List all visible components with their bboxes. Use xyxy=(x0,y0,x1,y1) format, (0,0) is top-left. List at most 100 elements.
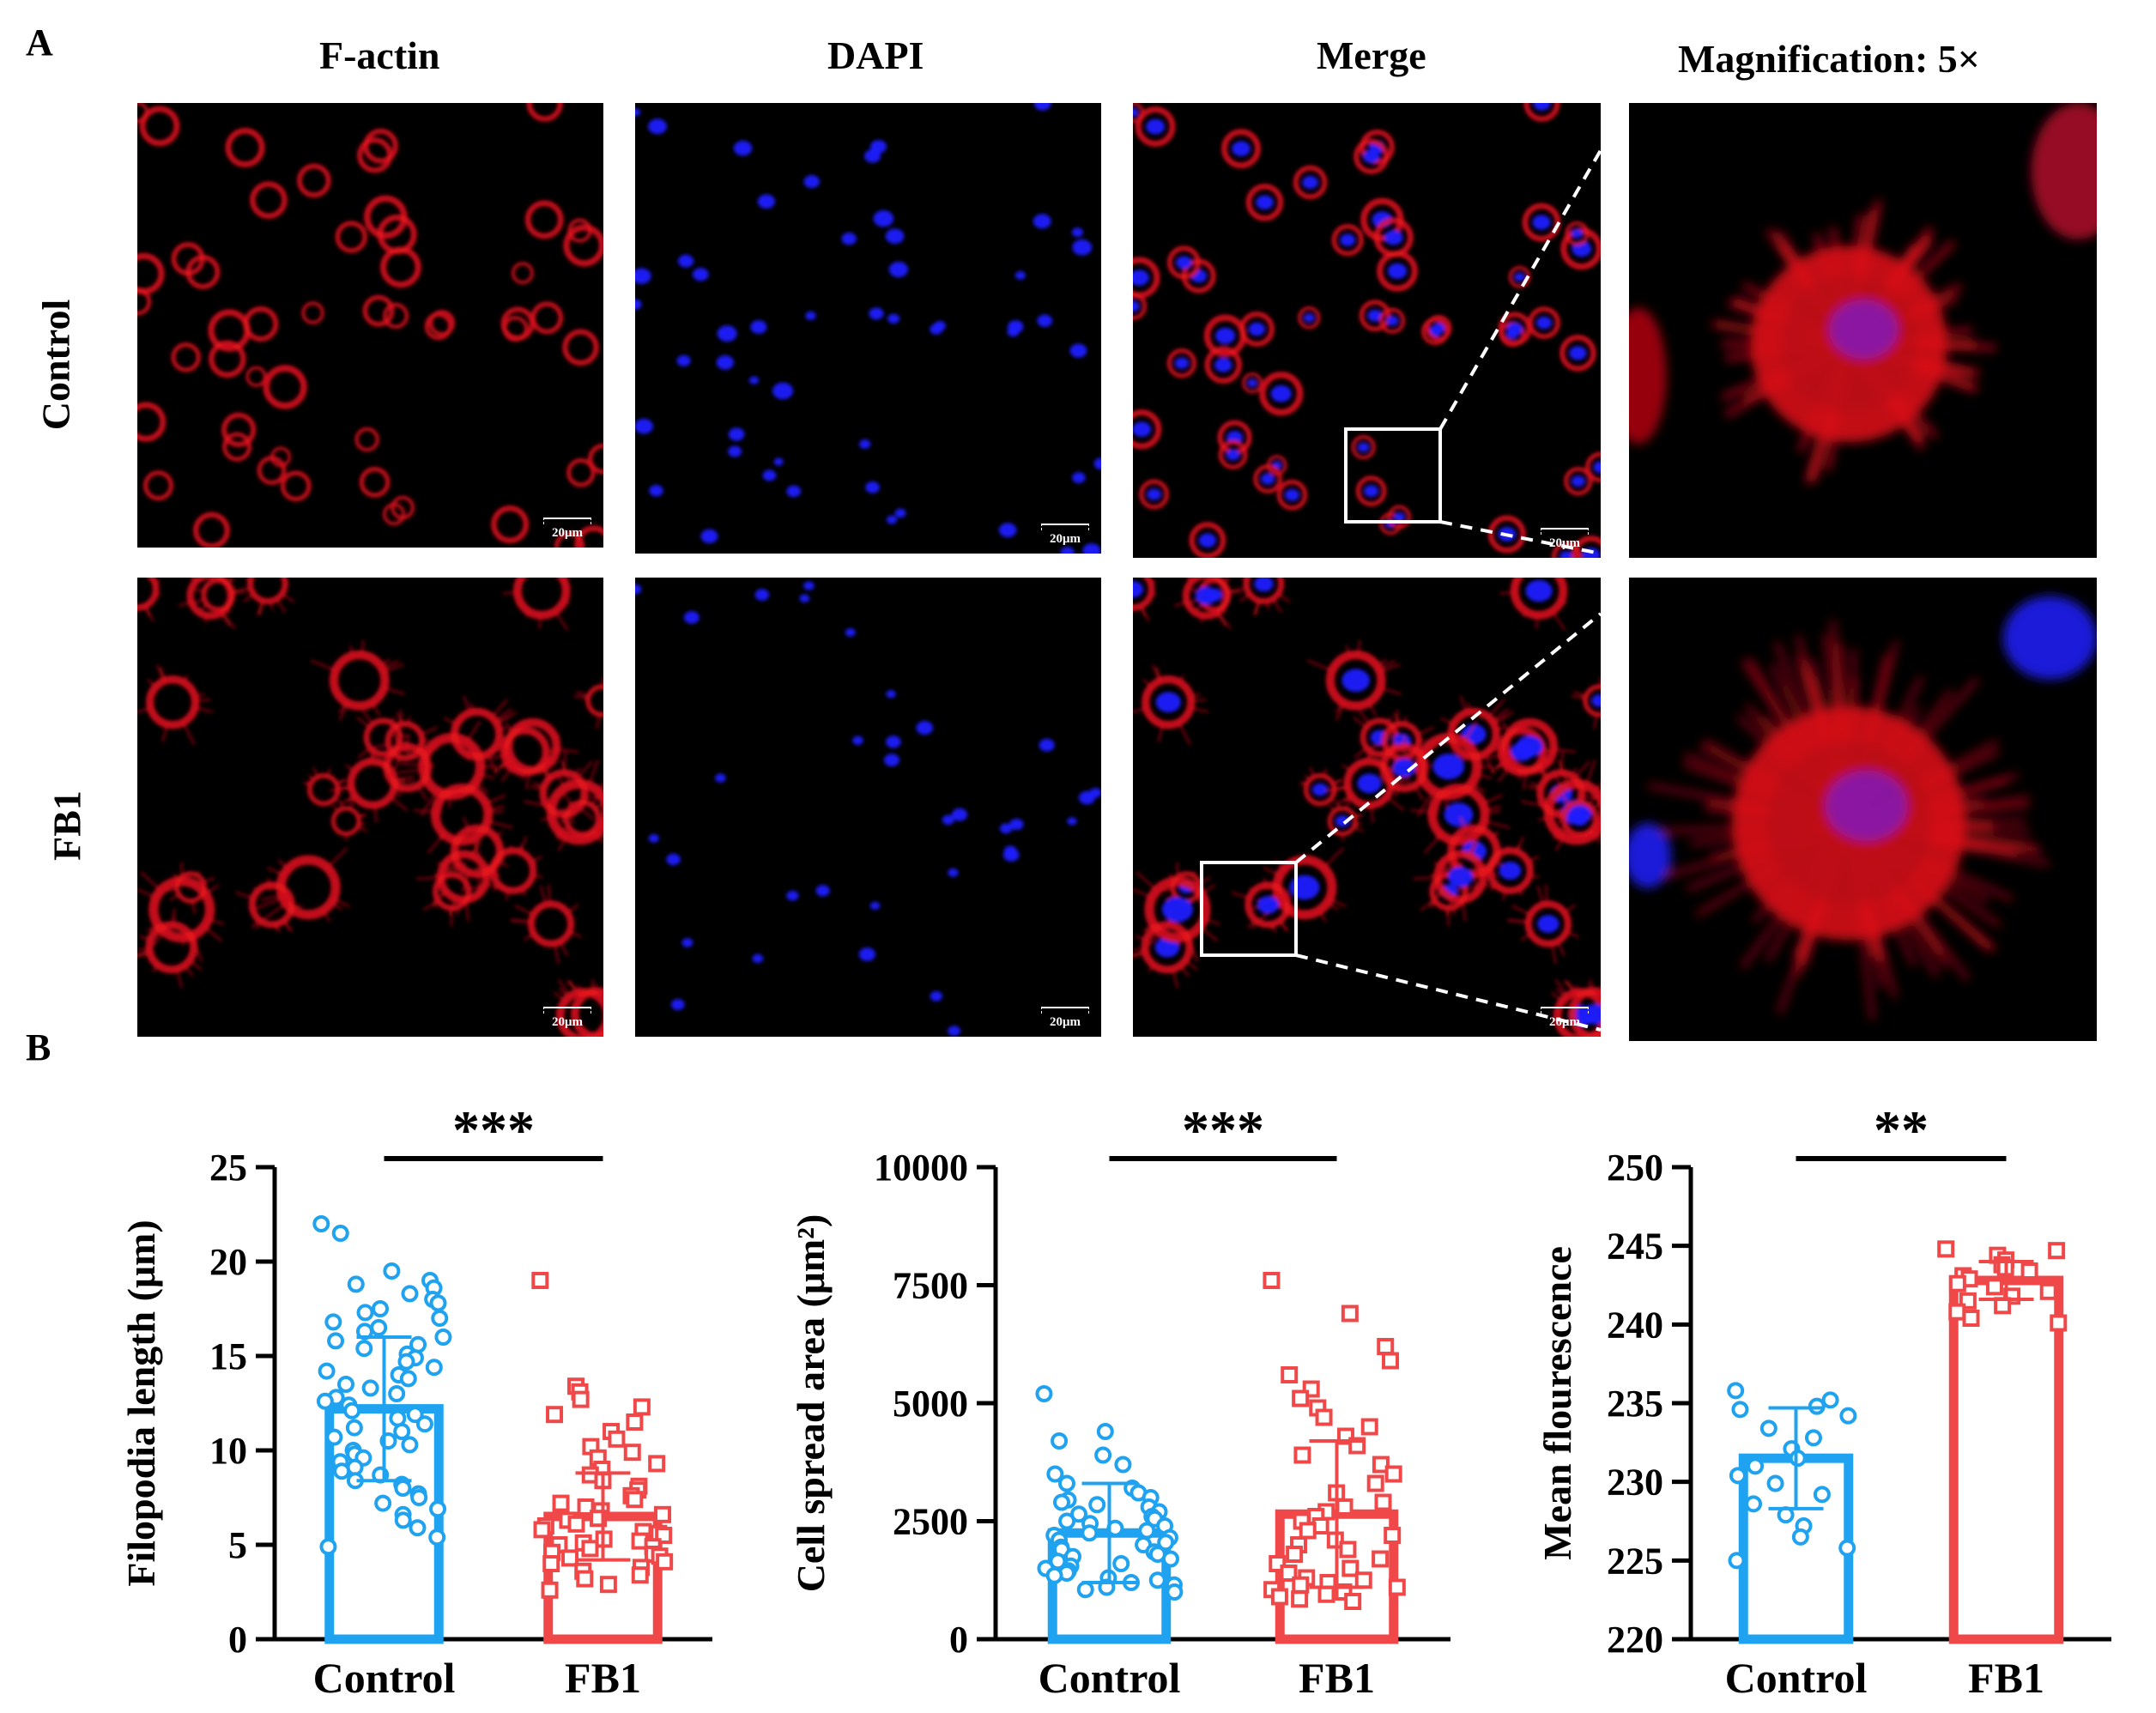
cell-actin-ring xyxy=(1373,217,1414,257)
nucleus xyxy=(803,581,815,590)
data-point-fb1 xyxy=(1354,1571,1372,1589)
filopodium xyxy=(1463,720,1478,743)
nucleus xyxy=(683,611,699,624)
data-point-control xyxy=(1728,1552,1746,1570)
nucleus xyxy=(692,267,709,281)
filopodium xyxy=(306,781,312,785)
filopodium xyxy=(1379,663,1401,673)
nucleus xyxy=(635,108,641,117)
nucleus xyxy=(1256,195,1274,210)
filopodium xyxy=(1394,787,1400,798)
filopodium xyxy=(336,791,342,795)
filopodium xyxy=(277,859,289,870)
filopodium xyxy=(466,754,470,761)
filopodium xyxy=(1591,801,1601,810)
filopodium xyxy=(1148,930,1161,947)
filopodium xyxy=(1556,941,1566,956)
nucleus xyxy=(1569,346,1587,360)
zoom-line-control-top xyxy=(1438,149,1602,430)
filopodium xyxy=(332,804,339,812)
filopodium xyxy=(1329,898,1347,908)
filopodium xyxy=(154,592,161,596)
nucleus xyxy=(1364,485,1378,497)
filopodium xyxy=(322,910,331,923)
data-point-fb1 xyxy=(1339,1540,1357,1559)
cell-actin-ring xyxy=(1523,103,1560,122)
filopodium xyxy=(1367,702,1377,716)
filopodium xyxy=(1414,785,1424,801)
filopodium xyxy=(439,832,445,838)
filopodium xyxy=(1403,716,1408,725)
cell-actin-ring xyxy=(504,717,561,775)
cell-actin-ring xyxy=(1510,578,1568,620)
nucleus xyxy=(750,320,767,334)
data-point-control xyxy=(394,1511,412,1529)
data-point-control xyxy=(347,1275,365,1293)
data-point-fb1 xyxy=(623,1444,641,1462)
nucleus xyxy=(894,508,906,518)
filopodium xyxy=(1553,773,1564,789)
data-point-control xyxy=(1076,1581,1094,1599)
y-axis-label: Cell spread area (μm²) xyxy=(789,1214,833,1593)
filopodium xyxy=(1538,767,1547,784)
filopodium xyxy=(225,578,233,584)
nucleus xyxy=(716,355,735,370)
filopodium xyxy=(561,814,564,824)
filopodium xyxy=(1553,748,1577,754)
nucleus xyxy=(1499,861,1522,880)
filopodium xyxy=(1335,799,1340,809)
nucleus xyxy=(773,457,784,466)
nucleus xyxy=(869,901,881,911)
filopodium xyxy=(1469,840,1479,857)
data-point-control xyxy=(1729,1467,1747,1485)
filopodium xyxy=(1522,611,1528,617)
data-point-fb1 xyxy=(656,1553,674,1571)
cell-actin-ring xyxy=(359,467,391,498)
filopodium xyxy=(397,787,403,798)
filopodium xyxy=(1186,578,1193,583)
data-point-control xyxy=(1839,1407,1857,1425)
nucleus xyxy=(1432,754,1465,780)
neighbor-cell xyxy=(2031,103,2097,239)
filopodium xyxy=(569,813,575,825)
cell-actin-ring xyxy=(143,470,174,501)
cell-actin-ring xyxy=(1276,479,1308,511)
filopodium xyxy=(176,968,183,989)
data-point-fb1 xyxy=(572,1390,590,1408)
cell-actin-ring xyxy=(139,106,180,147)
filopodium xyxy=(494,708,512,722)
filopodium xyxy=(1566,1003,1574,1008)
data-point-control xyxy=(1094,1446,1112,1464)
data-point-control xyxy=(383,1262,401,1280)
filopodium xyxy=(1594,783,1601,792)
cell-actin-ring xyxy=(1189,522,1226,558)
filopodium xyxy=(1482,794,1503,805)
filopodium xyxy=(1189,578,1194,582)
filopodium xyxy=(1133,951,1146,956)
x-tick-label: FB1 xyxy=(1299,1654,1375,1702)
nucleus xyxy=(1358,442,1370,452)
filopodium xyxy=(1536,885,1544,905)
filopodium xyxy=(203,877,215,883)
filopodium xyxy=(1255,600,1261,615)
cell-actin-ring xyxy=(489,847,537,894)
nucleus xyxy=(1341,669,1371,693)
cell-actin-ring xyxy=(1536,769,1586,819)
filopodium xyxy=(348,797,354,809)
cell-actin-ring xyxy=(1565,221,1590,246)
nucleus xyxy=(1571,228,1583,239)
scale-bar: 20μm xyxy=(1041,1007,1089,1030)
data-point-fb1 xyxy=(1315,1408,1333,1426)
filopodium xyxy=(1332,778,1342,784)
filopodium xyxy=(1433,861,1441,867)
filopodium xyxy=(1518,768,1523,777)
data-point-control xyxy=(318,1362,336,1380)
filopodium xyxy=(1584,760,1596,786)
filopodium xyxy=(258,600,264,615)
filopodium xyxy=(1413,876,1438,880)
data-point-fb1 xyxy=(567,1515,585,1533)
cell-actin-ring xyxy=(566,458,596,487)
micrograph-control-merge: 20μm xyxy=(1133,103,1601,558)
nucleus xyxy=(1008,320,1024,334)
filopodium xyxy=(1336,794,1352,806)
